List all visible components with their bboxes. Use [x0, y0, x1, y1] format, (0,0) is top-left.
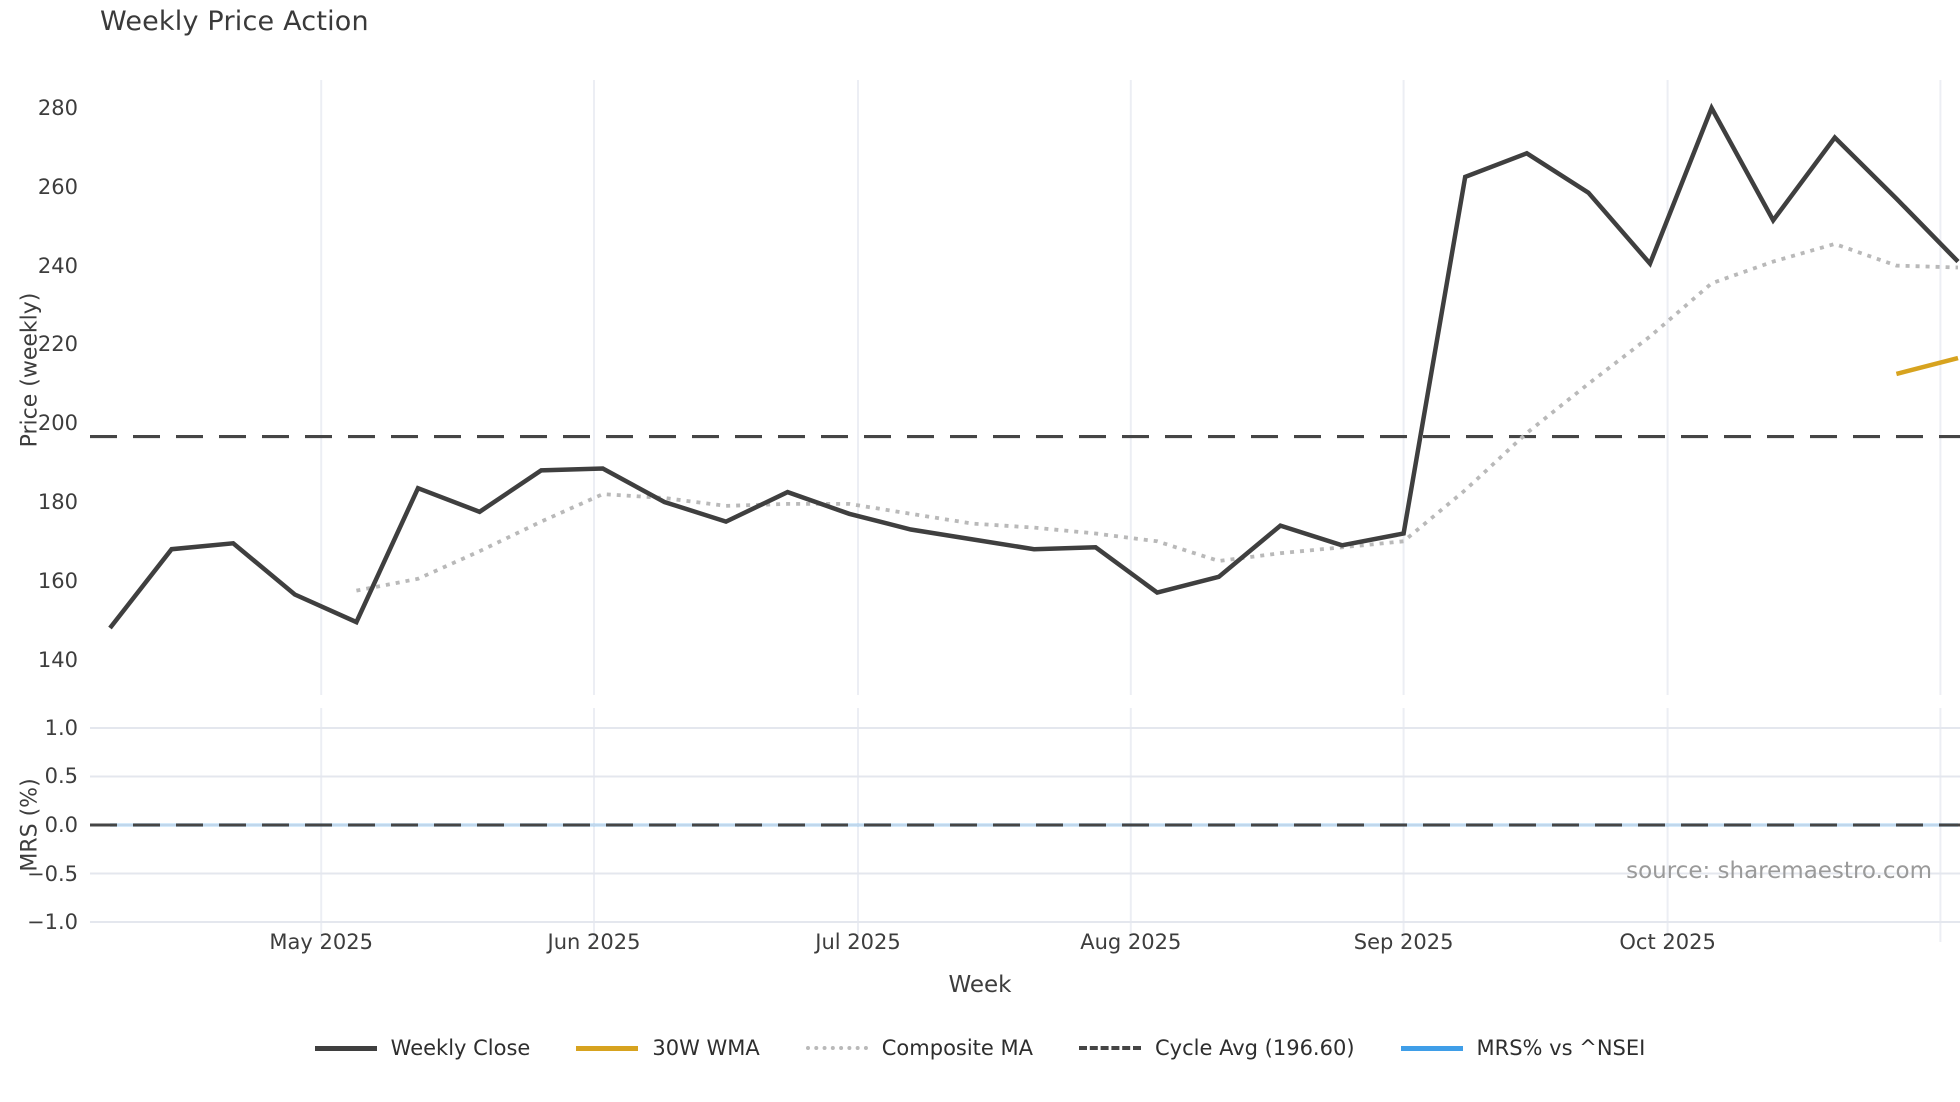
series-weekly-close [108, 102, 1960, 630]
mrs-tick-label: 0.0 [44, 813, 78, 837]
legend-label: Weekly Close [390, 1036, 531, 1060]
mrs-tick-label: 0.5 [44, 764, 78, 789]
legend-label: Cycle Avg (196.60) [1155, 1036, 1355, 1060]
page-title: Weekly Price Action [100, 6, 369, 37]
legend-item-mrs-vs-nsei: MRS% vs ^NSEI [1400, 1036, 1646, 1060]
legend-label: 30W WMA [652, 1036, 760, 1060]
price-tick-label: 240 [37, 253, 78, 278]
legend-swatch-icon [805, 1046, 868, 1050]
legend-item-30w-wma: 30W WMA [576, 1036, 760, 1060]
legend-item-composite-ma: Composite MA [805, 1036, 1034, 1060]
mrs-tick-label: −0.5 [27, 861, 78, 886]
price-tick-label: 200 [37, 411, 78, 436]
price-tick-label: 280 [37, 95, 78, 120]
legend-swatch-icon [1079, 1046, 1142, 1050]
legend-label: Composite MA [881, 1036, 1034, 1060]
chart-legend: Weekly Close 30W WMA Composite MA Cycle Avg… [0, 1036, 1960, 1060]
week-tick-label: Jun 2025 [547, 930, 641, 954]
price-tick-label: 180 [37, 489, 78, 514]
week-tick-label: Jul 2025 [815, 930, 901, 954]
series-composite-ma [356, 241, 1959, 593]
source-note: source: sharemaestro.com [1626, 858, 1932, 884]
mrs-tick-label: −1.0 [27, 910, 78, 934]
series-30w-wma [1895, 355, 1959, 377]
week-tick-label: Aug 2025 [1080, 930, 1182, 954]
price-tick-label: 160 [37, 568, 78, 593]
price-tick-label: 260 [37, 174, 78, 199]
mrs-tick-label: 1.0 [44, 715, 78, 740]
legend-item-cycle-avg-196-60-: Cycle Avg (196.60) [1079, 1036, 1355, 1060]
legend-swatch-icon [314, 1045, 377, 1051]
week-tick-label: Sep 2025 [1353, 930, 1454, 954]
week-tick-label: Oct 2025 [1619, 930, 1716, 954]
legend-item-weekly-close: Weekly Close [314, 1036, 531, 1060]
legend-swatch-icon [576, 1045, 639, 1051]
price-tick-label: 140 [37, 647, 78, 672]
legend-swatch-icon [1400, 1045, 1463, 1051]
legend-label: MRS% vs ^NSEI [1476, 1036, 1646, 1060]
week-axis-label: Week [948, 972, 1012, 998]
price-tick-label: 220 [37, 332, 78, 357]
week-tick-label: May 2025 [269, 930, 373, 954]
